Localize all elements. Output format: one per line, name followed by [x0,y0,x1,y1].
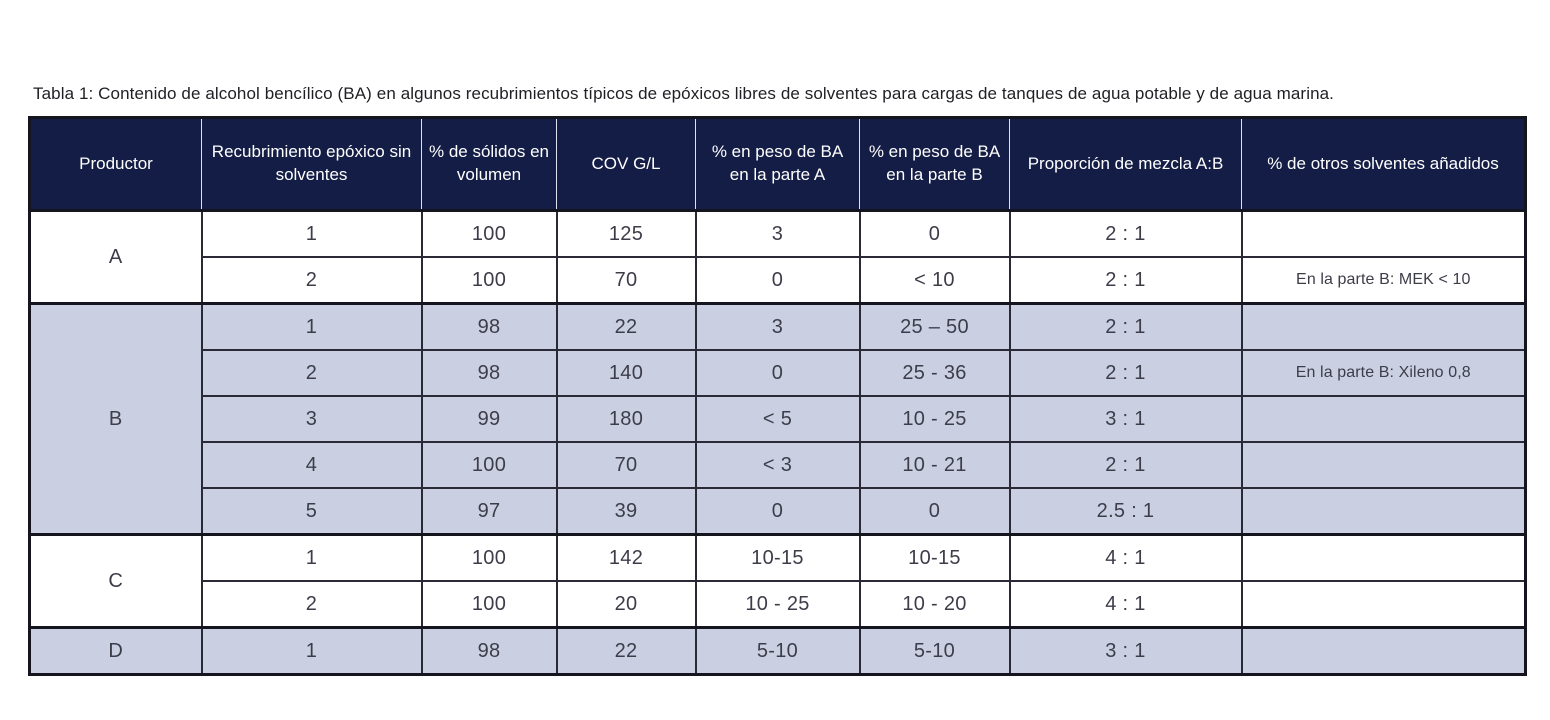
table-cell: 4 [200,441,423,489]
table-cell: 10-15 [694,533,861,582]
table-cell: 140 [555,349,697,397]
table-cell: 2 : 1 [1008,441,1243,489]
table-cell: 142 [555,533,697,582]
table-row: 2 98 140 0 25 - 36 2 : 1 En la parte B: … [30,349,1527,397]
table-cell: 25 – 50 [858,302,1011,351]
table-cell: 98 [420,626,558,676]
table-cell: 100 [420,441,558,489]
table-cell: 1 [200,302,423,351]
producer-cell-b: B [28,302,203,536]
table-cell: 1 [200,626,423,676]
producer-cell-a: A [28,209,203,305]
note-cell [1240,580,1527,629]
table-cell: 180 [555,395,697,443]
table-row: 2 100 70 0 < 10 2 : 1 En la parte B: MEK… [30,256,1527,305]
table-cell: 0 [694,487,861,536]
table-cell: 100 [420,209,558,258]
header-cell-proporcion: Proporción de mezcla A:B [1009,117,1242,212]
note-cell [1240,487,1527,536]
table-cell: 0 [858,209,1011,258]
table-cell: 2 [200,256,423,305]
note-cell [1240,441,1527,489]
table-cell: 2 [200,580,423,629]
table-cell: 39 [555,487,697,536]
table-cell: 20 [555,580,697,629]
table-cell: 2 : 1 [1008,302,1243,351]
table-header: Productor Recubrimiento epóxico sin solv… [28,117,1526,212]
table-row: 2 100 20 10 - 25 10 - 20 4 : 1 [30,580,1527,629]
table-cell: 4 : 1 [1008,533,1243,582]
table-cell: < 5 [694,395,861,443]
table-cell: 10 - 25 [694,580,861,629]
table-cell: 100 [420,533,558,582]
table-cell: 2 [200,349,423,397]
table-cell: 4 : 1 [1008,580,1243,629]
table-row: A 1 100 125 3 0 2 : 1 [28,209,1527,305]
header-cell-recubrimiento: Recubrimiento epóxico sin solventes [201,117,422,212]
table-cell: 10 - 20 [858,580,1011,629]
producer-cell-d: D [28,626,203,676]
table-cell: 70 [555,441,697,489]
header-cell-productor: Productor [28,117,202,212]
table-cell: 3 : 1 [1008,626,1243,676]
table-cell: 3 [694,302,861,351]
note-cell [1240,626,1527,676]
table-row: 3 99 180 < 5 10 - 25 3 : 1 [30,395,1527,443]
table-cell: 2 : 1 [1008,256,1243,305]
table-row: 5 97 39 0 0 2.5 : 1 [30,487,1527,536]
table-cell: 10 - 21 [858,441,1011,489]
table-cell: 99 [420,395,558,443]
producer-cell-c: C [28,533,203,629]
note-cell [1240,395,1527,443]
table-caption: Tabla 1: Contenido de alcohol bencílico … [33,84,1335,103]
header-cell-ba-parte-b: % en peso de BA en la parte B [859,117,1010,212]
table-cell: 2 : 1 [1008,349,1243,397]
table-cell: 5-10 [858,626,1011,676]
note-cell: En la parte B: Xileno 0,8 [1240,349,1527,397]
table-cell: 1 [200,533,423,582]
table-cell: 3 : 1 [1008,395,1243,443]
table-cell: 22 [555,302,697,351]
note-cell [1240,302,1527,351]
table-cell: 5 [200,487,423,536]
table-cell: 22 [555,626,697,676]
table-cell: 0 [694,349,861,397]
table-cell: 100 [420,256,558,305]
table-cell: 0 [694,256,861,305]
table-cell: < 10 [858,256,1011,305]
table-cell: 5-10 [694,626,861,676]
table-cell: 3 [200,395,423,443]
table-body: A 1 100 125 3 0 2 : 1 2 100 70 0 < 10 2 … [28,209,1527,676]
table-cell: 98 [420,302,558,351]
table-cell: 100 [420,580,558,629]
table-cell: 125 [555,209,697,258]
note-cell [1240,533,1527,582]
table-cell: 25 - 36 [858,349,1011,397]
header-cell-solidos: % de sólidos en volumen [421,117,557,212]
table-cell: 97 [420,487,558,536]
note-cell [1240,209,1527,258]
table-cell: 2.5 : 1 [1008,487,1243,536]
table-row: C 1 100 142 10-15 10-15 4 : 1 [28,533,1527,629]
note-cell: En la parte B: MEK < 10 [1240,256,1527,305]
table-cell: 10 - 25 [858,395,1011,443]
table-cell: 70 [555,256,697,305]
table-cell: 10-15 [858,533,1011,582]
table-row: B 1 98 22 3 25 – 50 2 : 1 [28,302,1527,536]
table-cell: 1 [200,209,423,258]
table-cell: 3 [694,209,861,258]
table-cell: 0 [858,487,1011,536]
table-cell: 2 : 1 [1008,209,1243,258]
header-cell-cov: COV G/L [556,117,696,212]
header-cell-otros-solventes: % de otros solventes añadidos [1241,117,1526,212]
table-row: D 1 98 22 5-10 5-10 3 : 1 [28,626,1527,676]
header-row: Productor Recubrimiento epóxico sin solv… [28,117,1526,212]
table-cell: < 3 [694,441,861,489]
table-row: 4 100 70 < 3 10 - 21 2 : 1 [30,441,1527,489]
epoxy-coatings-table: Productor Recubrimiento epóxico sin solv… [28,116,1527,676]
header-cell-ba-parte-a: % en peso de BA en la parte A [695,117,860,212]
table-cell: 98 [420,349,558,397]
